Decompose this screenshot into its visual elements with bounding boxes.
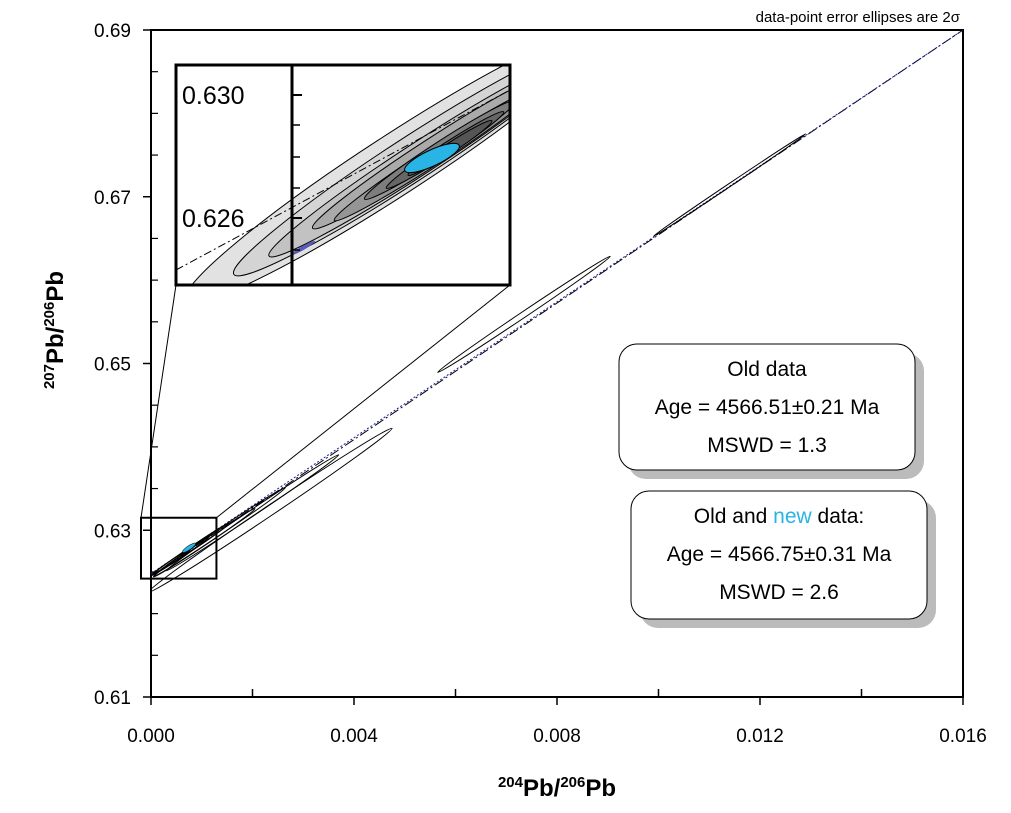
zoom-box xyxy=(140,516,218,580)
zoom-region xyxy=(140,284,511,580)
inset-tick-label-1: 0.626 xyxy=(182,205,245,233)
regression-line-old+new xyxy=(151,30,963,575)
inset-tick-label-0: 0.630 xyxy=(182,82,245,110)
x-tick-label-4: 0.016 xyxy=(939,726,987,747)
result-box-new-age: Age = 4566.75±0.31 Ma xyxy=(667,543,892,566)
x-tick-label-3: 0.012 xyxy=(736,726,784,747)
inset-new-data-ellipse xyxy=(404,142,460,174)
error-ellipse-2 xyxy=(151,427,393,593)
zoom-leader-right xyxy=(216,284,511,519)
y-tick-label-2: 0.65 xyxy=(94,355,131,376)
x-tick-label-2: 0.008 xyxy=(533,726,581,747)
y-tick-label-1: 0.63 xyxy=(94,521,131,542)
x-axis-ticks: 0.000 0.004 0.008 0.012 0.016 xyxy=(127,689,987,747)
y-axis-title: 207Pb/206Pb xyxy=(41,271,69,389)
result-box-old-title: Old data xyxy=(727,358,807,381)
inset-ticks: 0.630 0.626 xyxy=(182,82,302,251)
error-ellipse-1 xyxy=(437,255,611,373)
result-box-old-mswd: MSWD = 1.3 xyxy=(707,434,827,457)
y-tick-label-3: 0.67 xyxy=(94,188,131,209)
inset: 0.630 0.626 xyxy=(174,63,512,287)
x-tick-label-0: 0.000 xyxy=(127,726,175,747)
result-box-new-frame xyxy=(630,490,928,620)
x-tick-label-1: 0.004 xyxy=(330,726,378,747)
ellipse-note: data-point error ellipses are 2σ xyxy=(756,9,961,26)
result-box-new-title: Old and new data: xyxy=(694,505,864,528)
result-box-new-mswd: MSWD = 2.6 xyxy=(719,581,839,604)
result-box-old-and-new: Old and new data: Age = 4566.75±0.31 Ma … xyxy=(630,490,936,628)
regression-lines xyxy=(151,30,963,577)
x-axis-title: 204Pb/206Pb xyxy=(498,774,616,802)
new-data-word: new xyxy=(773,505,812,528)
regression-line-old xyxy=(151,30,963,577)
result-box-old-age: Age = 4566.51±0.21 Ma xyxy=(655,396,880,419)
error-ellipse-5 xyxy=(153,508,256,578)
inset-frame xyxy=(174,63,512,287)
result-box-old-frame xyxy=(618,343,916,471)
inset-blue-mark xyxy=(290,240,316,256)
y-axis-ticks: 0.61 0.63 0.65 0.67 0.69 xyxy=(94,21,158,709)
error-ellipse-0 xyxy=(652,133,807,237)
y-tick-label-4: 0.69 xyxy=(94,21,131,42)
inset-regression-line xyxy=(176,89,510,271)
result-box-old: Old data Age = 4566.51±0.21 Ma MSWD = 1.… xyxy=(618,343,924,479)
inset-ellipses xyxy=(176,65,510,285)
new-data-ellipse xyxy=(182,542,196,553)
y-tick-label-0: 0.61 xyxy=(94,688,131,709)
zoom-leader-left xyxy=(140,284,177,518)
error-ellipses xyxy=(151,133,807,593)
